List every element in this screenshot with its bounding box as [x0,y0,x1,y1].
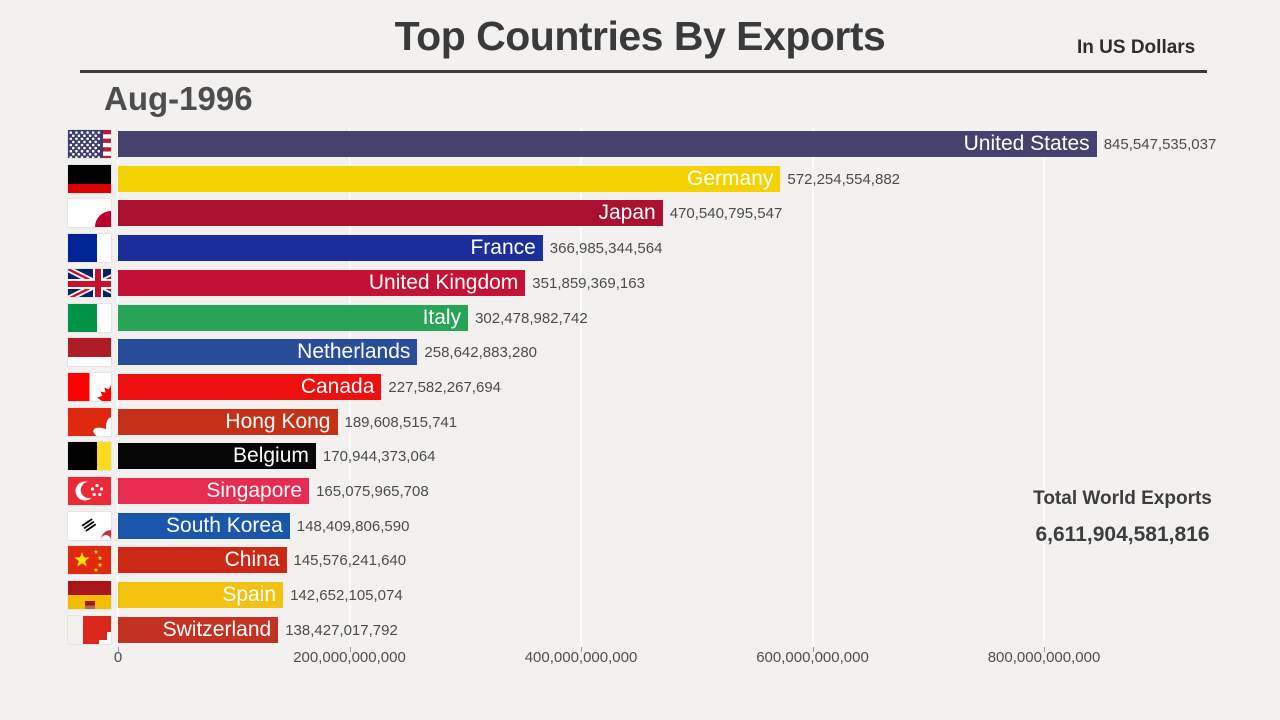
bar-value-label: 302,478,982,742 [475,309,588,327]
switzerland-flag-icon [68,615,111,644]
canada-flag-icon [68,372,111,401]
germany-flag-icon [68,164,111,193]
bar-country-label: Singapore [206,479,303,502]
gridline [580,127,582,647]
bar-country-label: Italy [422,305,462,329]
bar-south-korea: South Korea [118,512,290,539]
bar-value-label: 572,254,554,882 [787,170,901,188]
south-korea-flag-icon [68,511,111,540]
bar-country-label: South Korea [166,513,283,537]
bar-france: France [118,235,543,262]
total-world-exports-label: Total World Exports [1033,488,1212,509]
hong-kong-flag-icon [68,407,111,436]
x-axis-tick-label: 200,000,000,000 [293,649,406,666]
japan-flag-icon [68,199,111,228]
bar-value-label: 170,944,373,064 [322,448,436,466]
bar-spain: Spain [118,582,284,609]
bar-netherlands: Netherlands [118,339,418,366]
bar-country-label: United States [963,132,1090,155]
bar-japan: Japan [118,200,663,227]
bar-country-label: Canada [300,374,375,398]
bar-country-label: Switzerland [162,617,272,641]
bar-value-label: 138,427,017,792 [285,621,398,639]
bar-china: China [118,547,287,574]
bar-country-label: Belgium [233,444,309,468]
bar-hong-kong: Hong Kong [118,408,338,435]
axis-tick [581,647,582,652]
axis-tick [349,647,351,652]
bar-value-label: 470,540,795,547 [669,205,783,223]
axis-tick [812,647,814,652]
china-flag-icon [68,546,111,575]
spain-flag-icon [68,581,111,610]
header-divider [80,70,1207,73]
x-axis-tick-label: 0 [113,649,123,666]
x-axis-tick-label: 400,000,000,000 [524,649,638,666]
bar-germany: Germany [118,165,781,192]
x-axis-tick-label: 600,000,000,000 [756,649,869,666]
italy-flag-icon [68,303,111,332]
gridline [811,127,814,647]
bar-value-label: 227,582,267,694 [388,378,502,396]
bar-canada: Canada [118,373,382,400]
bar-country-label: Japan [598,201,656,225]
bar-country-label: United Kingdom [368,270,519,294]
bar-value-label: 845,547,535,037 [1103,136,1217,153]
bar-belgium: Belgium [118,443,316,470]
date-frame-label: Aug-1996 [104,80,253,117]
bar-value-label: 142,652,105,074 [290,587,403,605]
bar-value-label: 145,576,241,640 [293,552,407,570]
france-flag-icon [68,234,111,263]
bar-country-label: Spain [222,583,277,607]
bar-country-label: Germany [687,166,774,190]
bar-singapore: Singapore [118,478,310,504]
belgium-flag-icon [68,442,111,471]
bar-value-label: 189,608,515,741 [344,413,458,431]
bar-country-label: Hong Kong [225,409,331,433]
axis-tick [1044,647,1045,652]
axis-tick [118,647,119,652]
singapore-flag-icon [68,477,111,505]
bar-united-kingdom: United Kingdom [118,269,526,296]
gridline [1043,127,1045,647]
total-world-exports-value: 6,611,904,581,816 [1035,523,1210,546]
bar-italy: Italy [118,304,469,331]
bar-value-label: 258,642,883,280 [424,344,538,362]
bar-country-label: Netherlands [297,340,411,364]
bar-value-label: 148,409,806,590 [296,517,410,535]
bar-switzerland: Switzerland [118,616,279,643]
bar-value-label: 366,985,344,564 [549,240,663,258]
united-states-flag-icon [68,130,111,158]
united-kingdom-flag-icon [68,268,111,297]
chart-subtitle: In US Dollars [1077,37,1196,58]
bar-value-label: 165,075,965,708 [316,483,429,500]
x-axis-tick-label: 800,000,000,000 [987,649,1101,666]
bar-country-label: China [224,548,280,572]
netherlands-flag-icon [68,338,111,367]
chart-title: Top Countries By Exports [394,13,886,59]
bar-value-label: 351,859,369,163 [532,274,645,292]
bar-country-label: France [470,236,536,260]
bar-united-states: United States [118,131,1097,157]
